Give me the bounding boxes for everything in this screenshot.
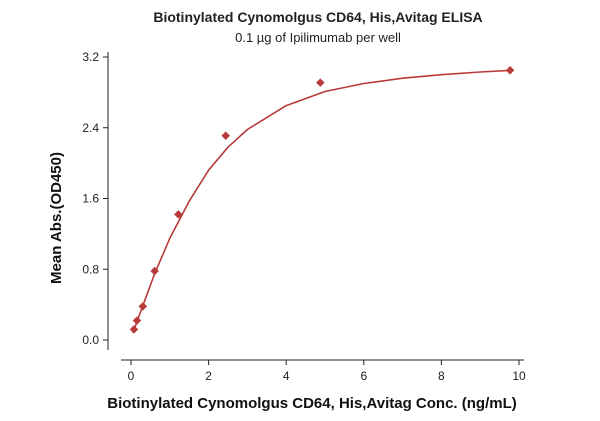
chart-title: Biotinylated Cynomolgus CD64, His,Avitag… (153, 9, 482, 25)
x-tick-label-8: 8 (438, 369, 445, 383)
x-tick-label-6: 6 (360, 369, 367, 383)
y-tick-label-3.2: 3.2 (82, 50, 99, 64)
y-tick-label-1.6: 1.6 (82, 192, 99, 206)
y-tick-label-2.4: 2.4 (82, 121, 99, 135)
data-point-5 (221, 131, 231, 141)
x-tick-label-0: 0 (128, 369, 135, 383)
data-point-0 (129, 325, 139, 334)
y-tick-label-0: 0.0 (82, 333, 99, 347)
data-point-4 (173, 210, 183, 219)
data-point-3 (150, 266, 160, 276)
data-point-1 (132, 316, 142, 325)
y-axis-label: Mean Abs.(OD450) (48, 152, 65, 284)
data-point-6 (315, 78, 325, 88)
plot-area: 0 2 4 6 8 10 0.0 0.8 1.6 2.4 3.2 (82, 50, 526, 383)
x-tick-label-2: 2 (205, 369, 212, 383)
x-axis-label: Biotinylated Cynomolgus CD64, His,Avitag… (107, 395, 516, 412)
x-tick-label-10: 10 (512, 369, 526, 383)
chart-subtitle: 0.1 µg of Ipilimumab per well (235, 30, 401, 45)
y-tick-label-0.8: 0.8 (82, 262, 99, 276)
x-tick-label-4: 4 (283, 369, 290, 383)
data-point-7 (505, 65, 515, 75)
data-point-2 (138, 302, 148, 311)
fit-curve (132, 69, 512, 334)
